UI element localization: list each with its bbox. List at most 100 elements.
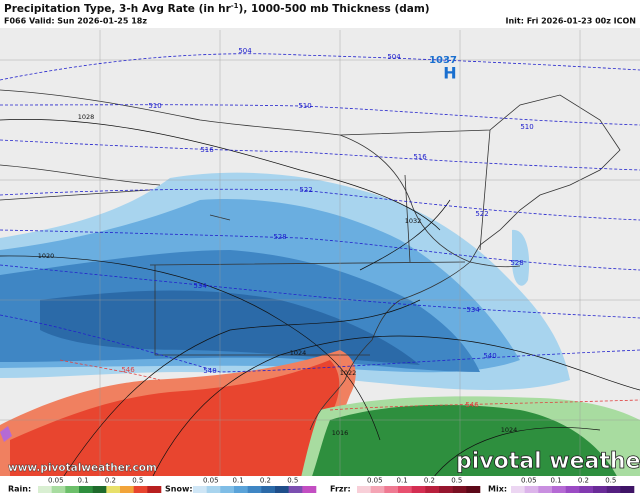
- legend-swatch: [579, 486, 594, 493]
- title-end: ), 1000-500 mb Thickness (dam): [239, 3, 430, 15]
- legend-swatch: [511, 486, 525, 493]
- frzr-heavy: [10, 360, 340, 482]
- valid-time: F066 Valid: Sun 2026-01-25 18z: [4, 17, 147, 26]
- pressure-label: 1020: [38, 252, 55, 260]
- legend-swatch: [38, 486, 52, 493]
- pressure-label: 1016: [332, 429, 349, 437]
- legend-swatch: [370, 486, 385, 493]
- logo: pivotal weather: [456, 449, 640, 474]
- legend-swatch: [302, 486, 317, 493]
- legend-swatch: [411, 486, 426, 493]
- legend-tick: 0.2: [105, 477, 116, 485]
- thickness-label: 546: [465, 401, 479, 409]
- legend-swatch: [452, 486, 467, 493]
- high-value: 1037: [429, 55, 457, 66]
- legend-swatch: [206, 486, 221, 493]
- legend-swatch: [79, 486, 93, 493]
- thickness-label: 504: [387, 53, 401, 61]
- legend-tick: 0.5: [451, 477, 462, 485]
- legend-swatch: [51, 486, 66, 493]
- thickness-label: 534: [466, 306, 480, 314]
- legend-tick: 0.1: [397, 477, 408, 485]
- legend-tick: 0.5: [287, 477, 298, 485]
- legend-swatch: [147, 486, 162, 493]
- legend-tick: 0.2: [260, 477, 271, 485]
- isobars: [0, 119, 640, 483]
- legend-label: Mix:: [488, 485, 507, 494]
- legend-tick: 0.2: [424, 477, 435, 485]
- pressure-label: 1024: [501, 426, 518, 434]
- legend-swatch: [620, 486, 635, 493]
- header-background: [0, 0, 640, 28]
- legend-swatch: [524, 486, 539, 493]
- legend-swatch: [288, 486, 303, 493]
- legend-tick: 0.05: [367, 477, 383, 485]
- legend-swatch: [384, 486, 399, 493]
- pressure-label: 1022: [340, 369, 357, 377]
- pressure-label: 1028: [78, 113, 95, 121]
- thickness-label: 540: [483, 352, 496, 360]
- title: Precipitation Type, 3-h Avg Rate (in hr-…: [4, 2, 430, 15]
- legend-swatch: [538, 486, 553, 493]
- legend-tick: 0.1: [551, 477, 562, 485]
- thickness-label: 504: [238, 47, 252, 55]
- thickness-label: 510: [298, 102, 311, 110]
- legend-swatch: [261, 486, 276, 493]
- title-text: Precipitation Type, 3-h Avg Rate (in hr: [4, 3, 232, 15]
- mix-spot: [0, 426, 12, 442]
- legend-label: Rain:: [8, 485, 31, 494]
- legend-swatch: [439, 486, 453, 493]
- thickness-label: 516: [413, 153, 427, 161]
- legend-swatch: [593, 486, 607, 493]
- rain-heavy: [310, 404, 620, 482]
- legend-swatch: [466, 486, 481, 493]
- pressure-label: 1032: [405, 217, 422, 225]
- thickness-label: 528: [273, 233, 286, 241]
- legend-swatch: [398, 486, 412, 493]
- legend-tick: 0.1: [78, 477, 89, 485]
- legend-tick: 0.05: [203, 477, 219, 485]
- legend-swatch: [193, 486, 207, 493]
- legend-swatch: [425, 486, 440, 493]
- thickness-lines: [0, 53, 640, 411]
- legend-swatch: [65, 486, 80, 493]
- legend-swatch: [565, 486, 580, 493]
- legend-tick: 0.5: [132, 477, 143, 485]
- watermark: www.pivotalweather.com: [8, 462, 157, 474]
- borders: [0, 89, 621, 431]
- snow-very-heavy: [40, 290, 420, 365]
- legend-swatch: [247, 486, 262, 493]
- legend-swatch: [92, 486, 107, 493]
- legend-swatch: [234, 486, 248, 493]
- legend-swatch: [220, 486, 235, 493]
- thickness-label: 516: [200, 146, 214, 154]
- thickness-label: 510: [520, 123, 533, 131]
- snow-offshore: [512, 229, 530, 286]
- legend-swatch: [133, 486, 148, 493]
- init-time: Init: Fri 2026-01-23 00z ICON: [505, 17, 636, 26]
- thickness-label: 540: [203, 367, 216, 375]
- legend-label: Snow:: [165, 485, 193, 494]
- legend-label: Frzr:: [330, 485, 351, 494]
- thickness-label: 528: [510, 259, 523, 267]
- legend-tick: 0.05: [48, 477, 64, 485]
- thickness-label: 522: [475, 210, 488, 218]
- thickness-label: 522: [299, 186, 312, 194]
- legend-tick: 0.5: [605, 477, 616, 485]
- legend-tick: 0.1: [233, 477, 244, 485]
- thickness-label: 510: [148, 102, 161, 110]
- pressure-label: 1024: [290, 349, 307, 357]
- title-superscript: -1: [231, 2, 239, 10]
- legend-swatch: [120, 486, 134, 493]
- high-letter: H: [443, 64, 456, 83]
- legend-swatch: [275, 486, 289, 493]
- thickness-label: 546: [121, 366, 135, 374]
- legend-tick: 0.05: [521, 477, 537, 485]
- legend-swatch: [552, 486, 566, 493]
- legend-tick: 0.2: [578, 477, 589, 485]
- thickness-label: 534: [193, 282, 207, 290]
- legend-swatch: [357, 486, 371, 493]
- legend-swatch: [106, 486, 121, 493]
- county-lines: [0, 30, 640, 482]
